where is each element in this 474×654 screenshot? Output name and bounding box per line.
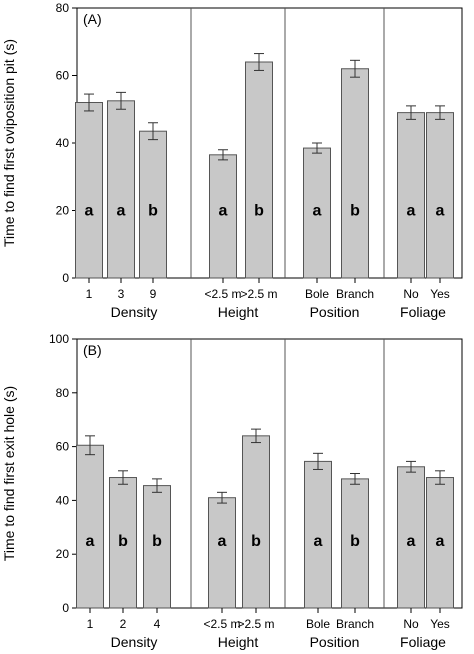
group-label: Height — [218, 304, 259, 320]
x-tick-label: Yes — [430, 287, 450, 301]
y-tick-label: 40 — [56, 136, 70, 150]
significance-letter: a — [313, 203, 322, 220]
significance-letter: a — [219, 203, 228, 220]
x-tick-label: 1 — [87, 617, 94, 631]
significance-letter: a — [86, 533, 95, 550]
y-axis-title: Time to find first exit hole (s) — [1, 386, 17, 561]
significance-letter: a — [436, 203, 445, 220]
significance-letter: b — [254, 203, 264, 220]
bar — [397, 466, 425, 609]
significance-letter: a — [85, 203, 94, 220]
x-tick-label: 3 — [118, 287, 125, 301]
bar — [75, 102, 103, 279]
x-tick-label: No — [403, 617, 419, 631]
significance-letter: b — [350, 533, 360, 550]
x-tick-label: Branch — [336, 617, 374, 631]
significance-letter: b — [148, 203, 158, 220]
significance-letter: b — [350, 203, 360, 220]
x-tick-label: Bole — [305, 287, 329, 301]
y-tick-label: 60 — [56, 69, 70, 83]
group-label: Height — [218, 634, 259, 650]
significance-letter: a — [218, 533, 227, 550]
y-tick-label: 40 — [56, 493, 70, 507]
significance-letter: a — [436, 533, 445, 550]
significance-letter: a — [407, 203, 416, 220]
y-tick-label: 20 — [56, 204, 70, 218]
group-label: Foliage — [400, 634, 446, 650]
significance-letter: a — [314, 533, 323, 550]
bar — [426, 112, 454, 279]
significance-letter: a — [117, 203, 126, 220]
significance-letter: b — [251, 533, 261, 550]
bar — [76, 444, 104, 609]
x-tick-label: 4 — [154, 617, 161, 631]
x-tick-label: <2.5 m — [204, 287, 241, 301]
bar — [208, 497, 236, 609]
y-tick-label: 60 — [56, 440, 70, 454]
x-tick-label: >2.5 m — [237, 617, 274, 631]
group-label: Density — [111, 634, 158, 650]
x-tick-label: Branch — [336, 287, 374, 301]
x-tick-label: No — [403, 287, 419, 301]
group-label: Position — [310, 304, 360, 320]
bar — [304, 460, 332, 609]
significance-letter: b — [152, 533, 162, 550]
y-tick-label: 80 — [56, 386, 70, 400]
bar — [303, 147, 331, 279]
bar — [341, 68, 369, 279]
x-tick-label: <2.5 m — [203, 617, 240, 631]
y-tick-label: 80 — [56, 1, 70, 15]
panel-label: (B) — [83, 342, 102, 358]
panel-label: (A) — [83, 11, 102, 27]
group-label: Position — [310, 634, 360, 650]
y-tick-label: 100 — [49, 332, 69, 346]
y-axis-title: Time to find first oviposition pit (s) — [1, 39, 17, 247]
bar — [242, 435, 270, 609]
bar — [245, 61, 273, 279]
bar — [107, 100, 135, 279]
bar — [426, 477, 454, 609]
bar — [209, 154, 237, 279]
y-tick-label: 0 — [62, 271, 69, 285]
x-tick-label: Bole — [306, 617, 330, 631]
bar — [397, 112, 425, 279]
group-label: Foliage — [400, 304, 446, 320]
x-tick-label: 1 — [86, 287, 93, 301]
significance-letter: b — [118, 533, 128, 550]
x-tick-label: Yes — [430, 617, 450, 631]
group-label: Density — [111, 304, 158, 320]
x-tick-label: >2.5 m — [240, 287, 277, 301]
y-tick-label: 0 — [62, 601, 69, 615]
x-tick-label: 2 — [120, 617, 127, 631]
significance-letter: a — [407, 533, 416, 550]
x-tick-label: 9 — [150, 287, 157, 301]
y-tick-label: 20 — [56, 547, 70, 561]
bar — [143, 485, 171, 609]
